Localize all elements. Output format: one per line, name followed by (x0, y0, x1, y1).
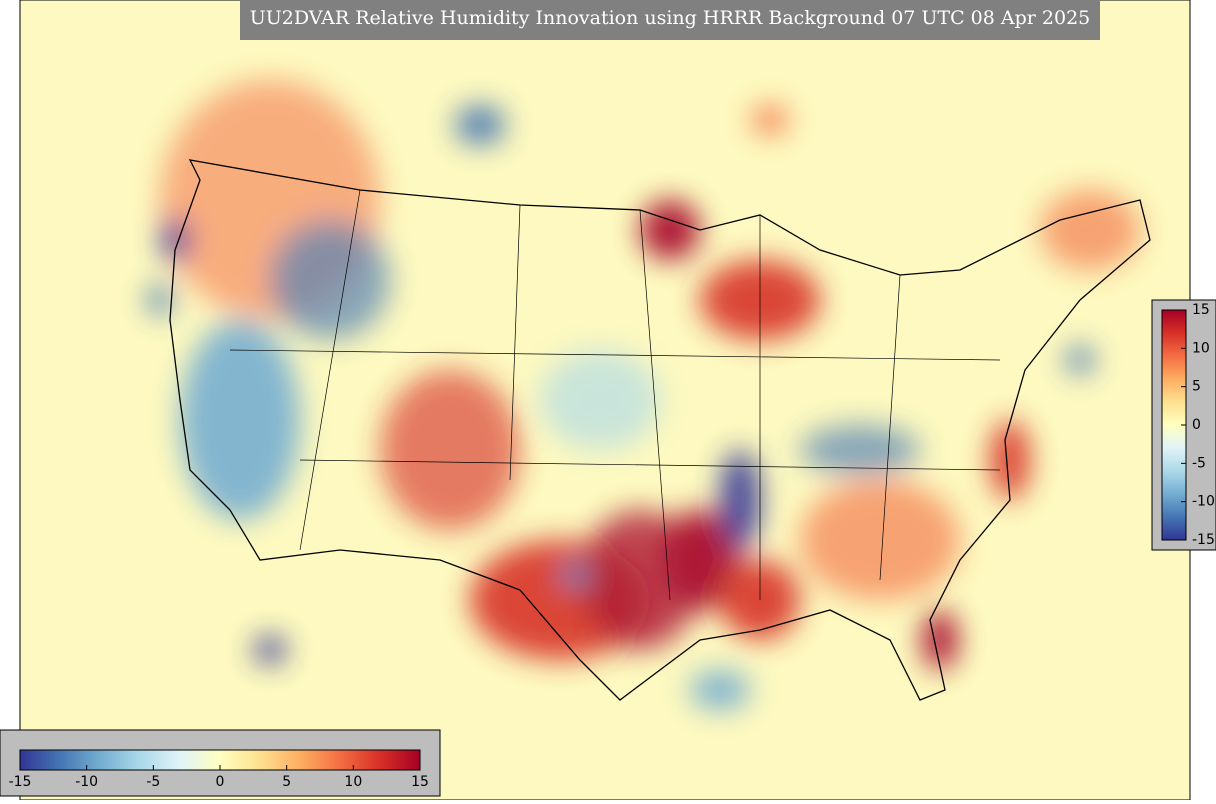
colorbar-tick-label: -5 (146, 774, 160, 790)
title-box (240, 0, 1100, 40)
colorbar-tick-label: 5 (282, 774, 291, 790)
colorbar-tick-label: 10 (344, 774, 362, 790)
map-title: UU2DVAR Relative Humidity Innovation usi… (250, 7, 1091, 29)
colorbar-tick-label: 5 (1192, 379, 1201, 395)
colorbar-tick-label: 15 (1192, 302, 1210, 318)
colorbar-tick-label: -15 (9, 774, 32, 790)
colorbar-tick-label: 0 (216, 774, 225, 790)
colorbar-tick-label: -15 (1192, 532, 1215, 548)
colorbar-tick-label: 0 (1192, 417, 1201, 433)
colorbar-tick-label: -5 (1192, 455, 1206, 471)
colorbar-tick-label: 15 (411, 774, 429, 790)
colorbar-tick-label: -10 (1192, 494, 1215, 510)
colorbar-tick-label: -10 (75, 774, 98, 790)
state-borders (229, 189, 1001, 601)
map (20, 0, 1190, 800)
colorbar-tick-label: 10 (1192, 340, 1210, 356)
